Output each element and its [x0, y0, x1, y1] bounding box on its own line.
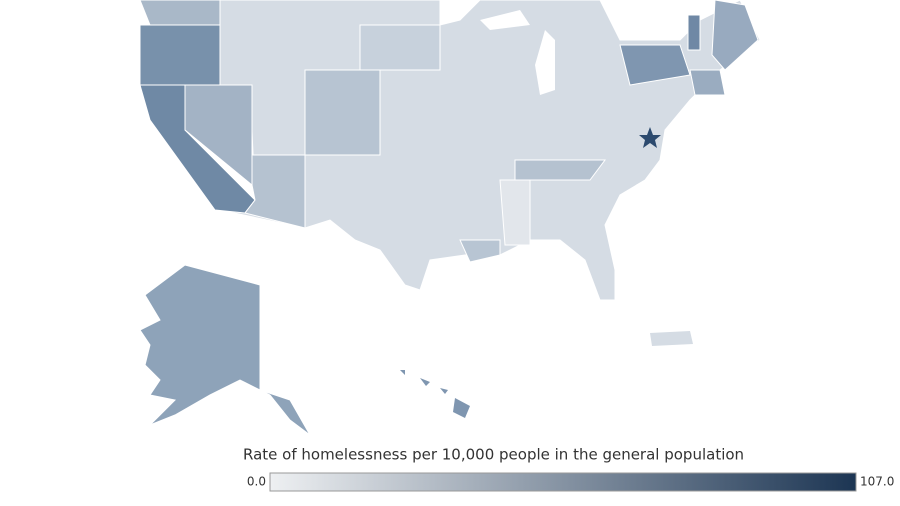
- state-new-york: [619, 44, 691, 86]
- puerto-rico: [650, 331, 693, 346]
- state-tennessee: [514, 159, 606, 181]
- state-mississippi: [499, 179, 531, 246]
- contiguous-us: [139, 0, 761, 301]
- legend: Rate of homelessness per 10,000 people i…: [243, 446, 894, 492]
- state-south-dakota: [359, 24, 441, 71]
- state-maine: [711, 0, 759, 71]
- dc-star: [639, 127, 661, 148]
- color-scale: [269, 472, 857, 492]
- state-colorado: [304, 69, 381, 156]
- state-hawaii: [400, 370, 470, 418]
- state-vermont: [687, 14, 701, 51]
- legend-max-label: 107.0: [860, 475, 894, 489]
- state-massachusetts: [689, 69, 726, 96]
- great-lakes: [480, 10, 555, 95]
- legend-title: Rate of homelessness per 10,000 people i…: [243, 446, 744, 464]
- state-louisiana: [459, 239, 501, 263]
- state-washington: [139, 0, 221, 26]
- state-alaska: [139, 264, 311, 436]
- state-oregon: [139, 24, 221, 86]
- legend-min-label: 0.0: [247, 475, 266, 489]
